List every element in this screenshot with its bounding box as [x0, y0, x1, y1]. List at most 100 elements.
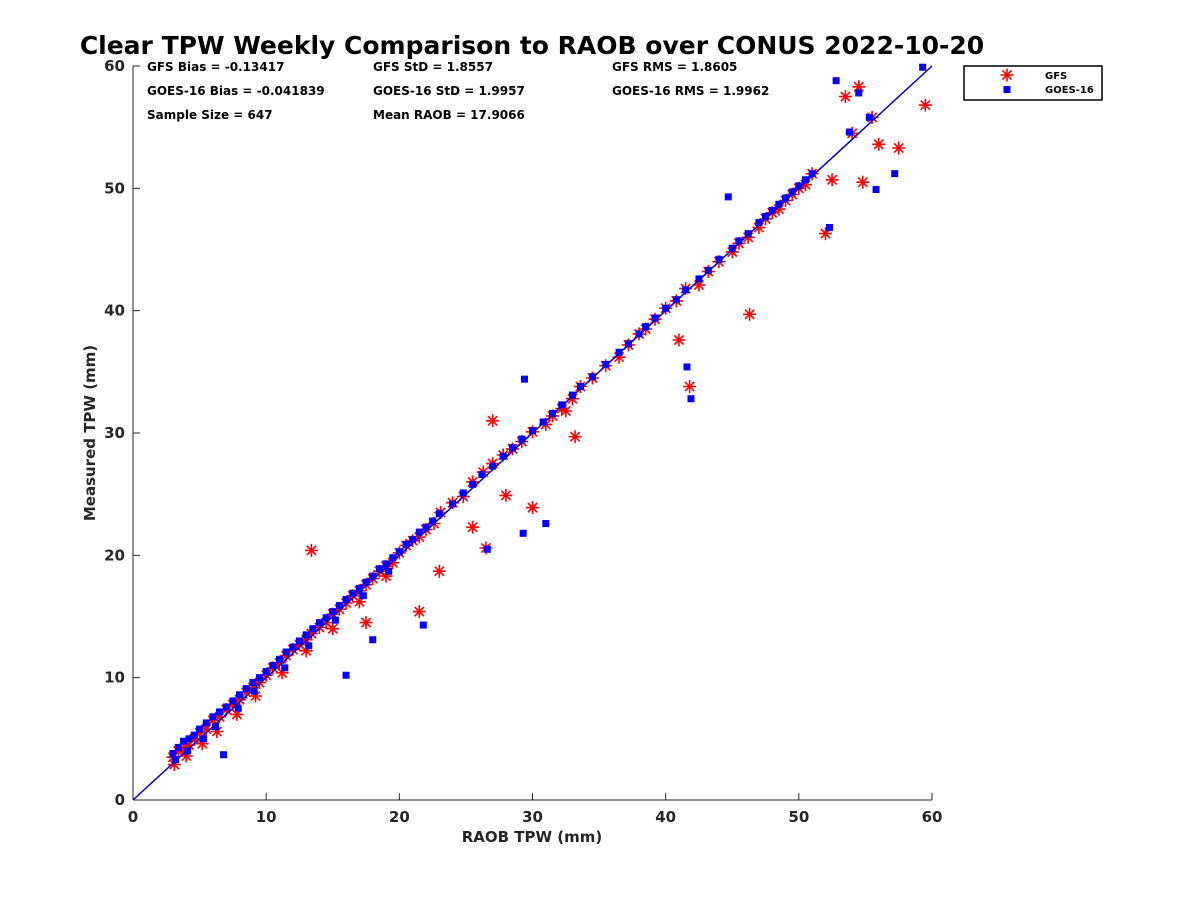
gfs-point: [359, 616, 373, 630]
gfs-point: [213, 710, 227, 724]
goes16-point: [302, 631, 310, 639]
goes16-point: [212, 723, 220, 731]
goes16-point: [200, 735, 208, 743]
gfs-point-shape: [612, 350, 626, 364]
goes16-point: [687, 395, 695, 403]
goes16-point: [539, 418, 547, 426]
goes16-point: [362, 578, 370, 586]
goes16-point: [872, 186, 880, 194]
gfs-point: [326, 622, 340, 636]
goes16-point: [355, 584, 363, 592]
goes16-point: [184, 747, 192, 755]
y-tick-label: 60: [104, 57, 125, 75]
gfs-point-shape: [499, 488, 513, 502]
gfs-point-shape: [304, 543, 318, 557]
goes16-point: [891, 170, 899, 178]
legend-goes16-marker: [1003, 86, 1011, 93]
goes16-point: [509, 444, 517, 452]
goes16-point: [662, 304, 670, 312]
goes16-point: [331, 616, 339, 624]
gfs-point-shape: [352, 595, 366, 609]
gfs-point: [568, 430, 582, 444]
gfs-point-shape: [199, 722, 213, 736]
gfs-point: [856, 175, 870, 189]
goes16-point: [624, 340, 632, 348]
y-tick-label: 0: [115, 791, 125, 809]
gfs-point: [304, 543, 318, 557]
x-tick-label: 0: [128, 808, 138, 826]
gfs-point-shape: [167, 758, 181, 771]
goes16-point: [180, 737, 188, 745]
gfs-point-shape: [559, 404, 573, 418]
goes16-point: [250, 687, 258, 695]
legend: GFS GOES-16: [963, 65, 1103, 101]
gfs-point-shape: [892, 141, 906, 155]
stat-gfs-std: GFS StD = 1.8557: [373, 60, 493, 74]
gfs-point-shape: [339, 596, 353, 610]
goes16-point: [801, 176, 809, 184]
gfs-point: [566, 392, 579, 406]
gfs-point-shape: [772, 202, 786, 216]
gfs-point-shape: [412, 605, 426, 619]
gfs-point-shape: [359, 616, 373, 630]
gfs-point: [692, 278, 706, 292]
goes16-point: [568, 391, 576, 399]
gfs-point: [259, 668, 273, 682]
gfs-point: [555, 402, 569, 415]
gfs-point: [167, 758, 181, 771]
goes16-point: [389, 554, 397, 562]
goes16-point: [281, 664, 289, 672]
gfs-point: [559, 404, 573, 418]
y-tick-label: 30: [104, 424, 125, 442]
gfs-point: [304, 627, 318, 641]
gfs-point: [386, 556, 400, 570]
gfs-point: [210, 725, 224, 738]
goes16-point: [548, 409, 556, 417]
goes16-point: [222, 703, 230, 711]
y-axis-label: Measured TPW (mm): [81, 345, 99, 521]
gfs-point-shape: [526, 501, 539, 515]
gfs-point-shape: [486, 414, 500, 428]
goes16-point: [529, 427, 536, 435]
gfs-point-shape: [386, 556, 400, 570]
gfs-point: [293, 638, 306, 652]
goes16-point: [202, 719, 210, 727]
goes16-point: [305, 642, 313, 650]
gfs-point-shape: [672, 333, 686, 347]
goes16-point: [419, 621, 427, 629]
goes16-point: [282, 648, 290, 656]
gfs-point: [239, 685, 253, 699]
gfs-point: [273, 656, 286, 670]
chart-title: Clear TPW Weekly Comparison to RAOB over…: [80, 31, 984, 60]
goes16-point: [542, 520, 550, 528]
gfs-point: [299, 633, 313, 647]
gfs-point-shape: [304, 627, 318, 641]
gfs-point: [312, 621, 326, 634]
gfs-point-shape: [213, 710, 227, 724]
gfs-point: [838, 90, 852, 104]
gfs-point: [177, 742, 191, 756]
gfs-point-shape: [193, 726, 207, 740]
goes16-point: [369, 636, 377, 644]
goes16-point: [190, 731, 198, 739]
one-to-one-line: [132, 65, 933, 801]
gfs-point: [752, 221, 766, 234]
stat-goes16-bias: GOES-16 Bias = -0.041839: [147, 84, 325, 98]
goes16-point: [788, 188, 796, 196]
gfs-point-shape: [206, 714, 220, 727]
goes16-point: [174, 743, 182, 751]
goes16-point: [196, 725, 204, 733]
gfs-point-shape: [566, 392, 579, 406]
goes16-point: [499, 452, 507, 460]
gfs-point: [249, 689, 262, 703]
goes16-point: [519, 529, 527, 537]
goes16-point: [521, 375, 529, 383]
goes16-point: [478, 471, 486, 479]
goes16-point: [375, 565, 383, 573]
stat-goes16-rms: GOES-16 RMS = 1.9962: [612, 84, 769, 98]
gfs-point: [725, 245, 739, 259]
gfs-point-shape: [752, 221, 766, 234]
gfs-point-shape: [743, 307, 757, 321]
gfs-point: [918, 98, 932, 112]
